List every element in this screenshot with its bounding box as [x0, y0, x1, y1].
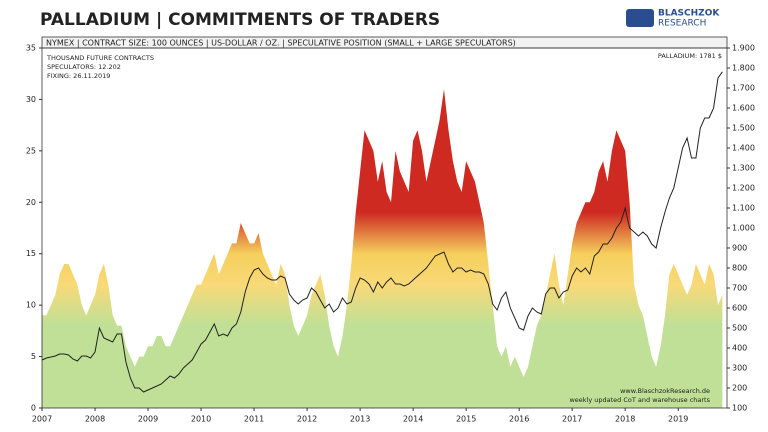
y2-tick-label: 700	[732, 284, 747, 293]
y-tick-label: 15	[26, 249, 36, 258]
x-tick-label: 2018	[615, 415, 635, 424]
y-tick-label: 10	[26, 301, 36, 310]
y2-tick-label: 1.400	[732, 144, 755, 153]
logo: BLASCHZOK RESEARCH	[626, 9, 720, 29]
y2-tick-label: 1.100	[732, 204, 755, 213]
x-tick-label: 2007	[32, 415, 52, 424]
y-tick-label: 25	[26, 146, 36, 155]
y2-tick-label: 300	[732, 364, 747, 373]
annotation: THOUSAND FUTURE CONTRACTS	[46, 54, 154, 62]
subtitle: NYMEX | CONTRACT SIZE: 100 OUNCES | US-D…	[46, 39, 516, 48]
footer: www.BlaschzokResearch.de	[620, 387, 710, 395]
y2-tick-label: 1.900	[732, 44, 755, 53]
y2-tick-label: 1.700	[732, 84, 755, 93]
y-tick-label: 30	[26, 95, 36, 104]
chart-title: PALLADIUM | COMMITMENTS OF TRADERS	[40, 10, 440, 30]
x-tick-label: 2013	[350, 415, 370, 424]
x-tick-label: 2014	[403, 415, 423, 424]
logo-text: BLASCHZOK	[658, 9, 720, 19]
x-tick-label: 2008	[85, 415, 105, 424]
y2-tick-label: 1.500	[732, 124, 755, 133]
y2-tick-label: 100	[732, 404, 747, 413]
price-label: PALLADIUM: 1781 $	[658, 52, 722, 60]
x-tick-label: 2011	[244, 415, 264, 424]
x-tick-label: 2010	[191, 415, 211, 424]
y2-tick-label: 200	[732, 384, 747, 393]
y2-tick-label: 800	[732, 264, 747, 273]
x-tick-label: 2019	[668, 415, 688, 424]
x-tick-label: 2017	[562, 415, 582, 424]
y2-tick-label: 900	[732, 244, 747, 253]
y2-tick-label: 600	[732, 304, 747, 313]
y-tick-label: 20	[26, 198, 36, 207]
price-line	[41, 71, 723, 393]
y-tick-label: 35	[26, 44, 36, 53]
y2-tick-label: 500	[732, 324, 747, 333]
annotation: SPECULATORS: 12.202	[47, 63, 121, 71]
x-tick-label: 2012	[297, 415, 317, 424]
y-tick-label: 0	[31, 404, 36, 413]
x-tick-label: 2015	[456, 415, 476, 424]
y2-tick-label: 1.600	[732, 104, 755, 113]
y2-tick-label: 400	[732, 344, 747, 353]
logo-icon	[626, 9, 654, 27]
x-tick-label: 2016	[509, 415, 529, 424]
speculator-area	[42, 89, 723, 408]
logo-text: RESEARCH	[658, 19, 706, 29]
footer: weekly updated CoT and warehouse charts	[569, 396, 710, 404]
y2-tick-label: 1.800	[732, 64, 755, 73]
y2-tick-label: 1.200	[732, 184, 755, 193]
annotation: FIXING: 26.11.2019	[47, 72, 110, 80]
x-tick-label: 2009	[138, 415, 158, 424]
y-tick-label: 5	[31, 352, 36, 361]
y2-tick-label: 1.000	[732, 224, 755, 233]
y2-tick-label: 1.300	[732, 164, 755, 173]
